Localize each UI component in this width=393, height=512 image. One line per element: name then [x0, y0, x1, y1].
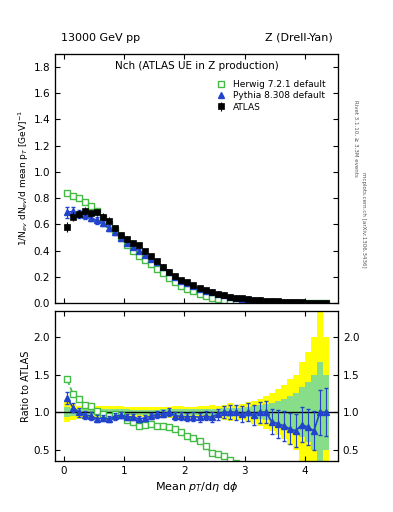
Pythia 8.308 default — [305, 300, 310, 306]
Pythia 8.308 default — [89, 215, 94, 221]
Pythia 8.308 default — [83, 212, 88, 218]
Pythia 8.308 default — [191, 283, 196, 289]
Text: 13000 GeV pp: 13000 GeV pp — [61, 33, 140, 42]
Pythia 8.308 default — [323, 300, 328, 306]
Pythia 8.308 default — [161, 264, 166, 270]
Herwig 7.2.1 default — [197, 291, 202, 297]
Herwig 7.2.1 default — [89, 203, 94, 209]
Pythia 8.308 default — [299, 300, 304, 306]
Legend: Herwig 7.2.1 default, Pythia 8.308 default, ATLAS: Herwig 7.2.1 default, Pythia 8.308 defau… — [210, 78, 328, 113]
Herwig 7.2.1 default — [239, 299, 244, 305]
Pythia 8.308 default — [167, 269, 172, 275]
Pythia 8.308 default — [233, 295, 238, 301]
X-axis label: Mean $p_{T}$/d$\eta$ d$\phi$: Mean $p_{T}$/d$\eta$ d$\phi$ — [155, 480, 238, 494]
Pythia 8.308 default — [294, 300, 298, 306]
Herwig 7.2.1 default — [131, 248, 136, 254]
Text: Rivet 3.1.10, ≥ 3.3M events: Rivet 3.1.10, ≥ 3.3M events — [353, 100, 358, 177]
Herwig 7.2.1 default — [252, 300, 256, 306]
Herwig 7.2.1 default — [275, 300, 280, 306]
Pythia 8.308 default — [287, 299, 292, 305]
Pythia 8.308 default — [113, 229, 118, 236]
Pythia 8.308 default — [125, 240, 130, 246]
Pythia 8.308 default — [203, 288, 208, 294]
Herwig 7.2.1 default — [203, 293, 208, 299]
Pythia 8.308 default — [252, 297, 256, 303]
Herwig 7.2.1 default — [233, 298, 238, 305]
Pythia 8.308 default — [101, 220, 106, 226]
Herwig 7.2.1 default — [281, 300, 286, 306]
Y-axis label: Ratio to ATLAS: Ratio to ATLAS — [21, 350, 31, 422]
Herwig 7.2.1 default — [119, 234, 124, 241]
Herwig 7.2.1 default — [149, 261, 154, 267]
Herwig 7.2.1 default — [245, 299, 250, 305]
Herwig 7.2.1 default — [191, 288, 196, 294]
Pythia 8.308 default — [209, 289, 214, 295]
Pythia 8.308 default — [65, 209, 70, 216]
Pythia 8.308 default — [119, 234, 124, 241]
Pythia 8.308 default — [227, 293, 232, 300]
Pythia 8.308 default — [269, 298, 274, 305]
Text: Z (Drell-Yan): Z (Drell-Yan) — [264, 33, 332, 42]
Pythia 8.308 default — [275, 298, 280, 305]
Herwig 7.2.1 default — [161, 270, 166, 276]
Herwig 7.2.1 default — [143, 257, 148, 263]
Text: Nch (ATLAS UE in Z production): Nch (ATLAS UE in Z production) — [115, 61, 278, 71]
Herwig 7.2.1 default — [257, 300, 262, 306]
Pythia 8.308 default — [131, 244, 136, 250]
Herwig 7.2.1 default — [263, 300, 268, 306]
Pythia 8.308 default — [318, 300, 322, 306]
Pythia 8.308 default — [149, 255, 154, 262]
Pythia 8.308 default — [197, 286, 202, 292]
Pythia 8.308 default — [215, 291, 220, 297]
Herwig 7.2.1 default — [318, 300, 322, 306]
Herwig 7.2.1 default — [221, 297, 226, 303]
Herwig 7.2.1 default — [305, 300, 310, 306]
Herwig 7.2.1 default — [209, 295, 214, 301]
Herwig 7.2.1 default — [269, 300, 274, 306]
Pythia 8.308 default — [155, 260, 160, 266]
Pythia 8.308 default — [137, 248, 141, 254]
Herwig 7.2.1 default — [77, 195, 81, 201]
Line: Herwig 7.2.1 default: Herwig 7.2.1 default — [64, 190, 329, 306]
Herwig 7.2.1 default — [137, 253, 141, 259]
Herwig 7.2.1 default — [299, 300, 304, 306]
Herwig 7.2.1 default — [71, 193, 75, 199]
Herwig 7.2.1 default — [312, 300, 316, 306]
Pythia 8.308 default — [185, 281, 190, 287]
Herwig 7.2.1 default — [185, 286, 190, 292]
Herwig 7.2.1 default — [83, 199, 88, 205]
Herwig 7.2.1 default — [65, 190, 70, 196]
Pythia 8.308 default — [179, 278, 184, 284]
Herwig 7.2.1 default — [101, 215, 106, 221]
Pythia 8.308 default — [107, 225, 112, 231]
Herwig 7.2.1 default — [95, 208, 99, 215]
Pythia 8.308 default — [221, 292, 226, 298]
Pythia 8.308 default — [312, 300, 316, 306]
Pythia 8.308 default — [143, 251, 148, 258]
Pythia 8.308 default — [263, 298, 268, 304]
Pythia 8.308 default — [71, 208, 75, 215]
Herwig 7.2.1 default — [107, 221, 112, 227]
Text: mcplots.cern.ch [arXiv:1306.3436]: mcplots.cern.ch [arXiv:1306.3436] — [361, 173, 366, 268]
Pythia 8.308 default — [173, 274, 178, 280]
Line: Pythia 8.308 default: Pythia 8.308 default — [64, 208, 329, 306]
Pythia 8.308 default — [95, 218, 99, 224]
Herwig 7.2.1 default — [227, 298, 232, 304]
Pythia 8.308 default — [257, 297, 262, 303]
Herwig 7.2.1 default — [113, 227, 118, 233]
Pythia 8.308 default — [77, 211, 81, 217]
Herwig 7.2.1 default — [287, 300, 292, 306]
Pythia 8.308 default — [281, 299, 286, 305]
Herwig 7.2.1 default — [294, 300, 298, 306]
Y-axis label: 1/N$_{ev}$ dN$_{ev}$/d mean p$_{T}$ [GeV]$^{-1}$: 1/N$_{ev}$ dN$_{ev}$/d mean p$_{T}$ [GeV… — [17, 111, 31, 246]
Herwig 7.2.1 default — [323, 300, 328, 306]
Pythia 8.308 default — [239, 295, 244, 302]
Herwig 7.2.1 default — [179, 283, 184, 289]
Herwig 7.2.1 default — [173, 279, 178, 285]
Herwig 7.2.1 default — [167, 275, 172, 281]
Herwig 7.2.1 default — [125, 242, 130, 248]
Herwig 7.2.1 default — [215, 296, 220, 302]
Pythia 8.308 default — [245, 296, 250, 302]
Herwig 7.2.1 default — [155, 266, 160, 272]
